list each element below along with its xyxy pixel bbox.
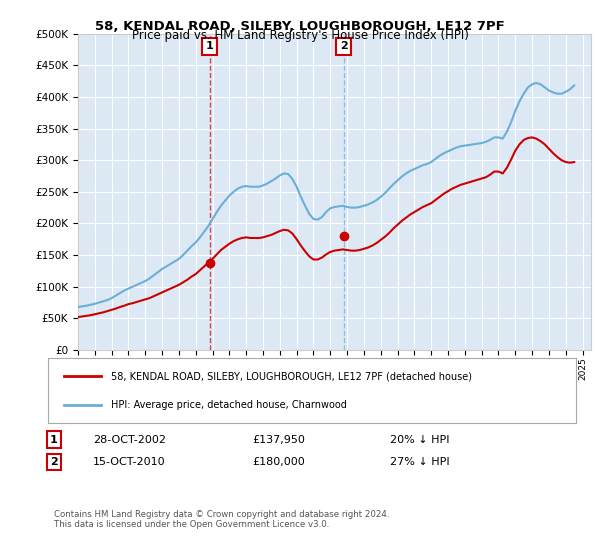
Text: 1: 1	[50, 435, 58, 445]
Text: 2: 2	[340, 41, 347, 52]
Text: 20% ↓ HPI: 20% ↓ HPI	[390, 435, 449, 445]
Text: Price paid vs. HM Land Registry's House Price Index (HPI): Price paid vs. HM Land Registry's House …	[131, 29, 469, 42]
Text: 58, KENDAL ROAD, SILEBY, LOUGHBOROUGH, LE12 7PF: 58, KENDAL ROAD, SILEBY, LOUGHBOROUGH, L…	[95, 20, 505, 32]
Text: 28-OCT-2002: 28-OCT-2002	[93, 435, 166, 445]
Text: 15-OCT-2010: 15-OCT-2010	[93, 457, 166, 467]
Text: 58, KENDAL ROAD, SILEBY, LOUGHBOROUGH, LE12 7PF (detached house): 58, KENDAL ROAD, SILEBY, LOUGHBOROUGH, L…	[112, 371, 472, 381]
Text: HPI: Average price, detached house, Charnwood: HPI: Average price, detached house, Char…	[112, 400, 347, 410]
Text: 27% ↓ HPI: 27% ↓ HPI	[390, 457, 449, 467]
Text: Contains HM Land Registry data © Crown copyright and database right 2024.
This d: Contains HM Land Registry data © Crown c…	[54, 510, 389, 529]
Text: 2: 2	[50, 457, 58, 467]
Text: £137,950: £137,950	[252, 435, 305, 445]
Text: £180,000: £180,000	[252, 457, 305, 467]
Text: 1: 1	[206, 41, 214, 52]
